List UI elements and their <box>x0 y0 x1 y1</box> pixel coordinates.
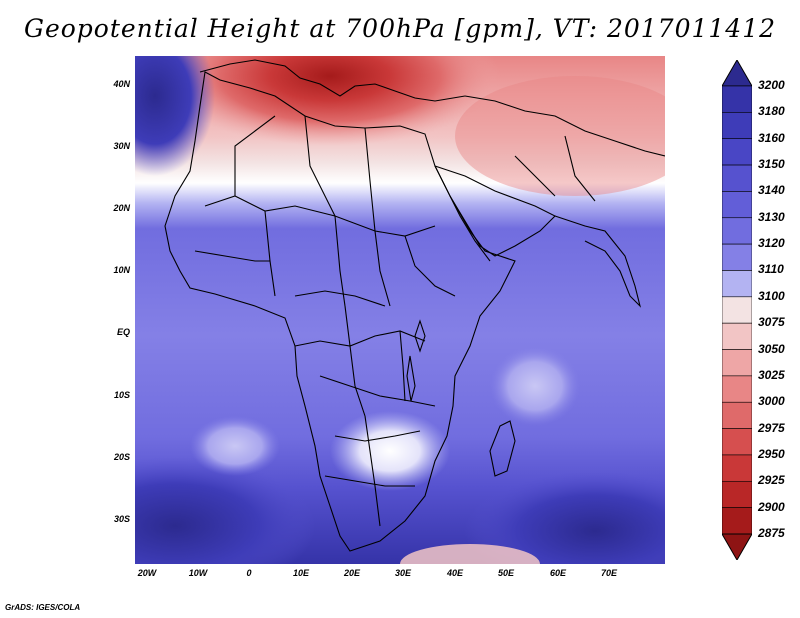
colorbar-segment <box>722 480 752 508</box>
height-low-south <box>400 544 540 564</box>
colorbar-segment <box>722 296 752 324</box>
colorbar-top-arrow <box>722 60 752 87</box>
colorbar-segment <box>722 217 752 245</box>
coastlines <box>164 59 665 552</box>
colorbar-level-label: 3140 <box>758 183 785 198</box>
height-low-middle-east <box>455 76 665 196</box>
height-pale-south-atlantic <box>190 416 280 476</box>
map-area <box>135 56 665 564</box>
colorbar-level-label: 3200 <box>758 78 785 92</box>
colorbar-level-label: 3110 <box>758 262 784 277</box>
colorbar-segment <box>722 191 752 219</box>
geopotential-field <box>135 56 665 564</box>
lon-label-20w: 20W <box>137 568 157 578</box>
colorbar-level-label: 2900 <box>758 499 785 514</box>
lon-label-40e: 40E <box>446 568 463 578</box>
colorbar-segment <box>722 322 752 350</box>
colorbar-level-label: 3050 <box>758 341 785 356</box>
colorbar-segment <box>722 375 752 403</box>
colorbar-segment <box>722 349 752 377</box>
colorbar-segment <box>722 270 752 298</box>
colorbar-segment <box>722 164 752 192</box>
lon-label-30e: 30E <box>394 568 411 578</box>
colorbar-segment <box>722 112 752 140</box>
height-low-mediterranean <box>160 56 500 146</box>
colorbar-level-label: 2925 <box>758 473 785 488</box>
credit-text: GrADS: IGES/COLA <box>5 603 81 612</box>
lon-label-50e: 50E <box>497 568 514 578</box>
lon-label-20e: 20E <box>343 568 360 578</box>
lat-label-10s: 10S <box>113 390 130 400</box>
colorbar-segment <box>722 428 752 456</box>
lon-label-10e: 10E <box>292 568 309 578</box>
map-title: Geopotential Height at 700hPa [gpm], VT:… <box>23 14 777 43</box>
colorbar-segment <box>722 85 752 113</box>
colorbar-segment <box>722 138 752 166</box>
lon-label-70e: 70E <box>600 568 617 578</box>
colorbar-bottom-arrow <box>722 533 752 560</box>
lon-label-60e: 60E <box>549 568 566 578</box>
colorbar-level-label: 3075 <box>758 315 785 330</box>
colorbar-level-label: 3120 <box>758 236 785 251</box>
height-pale-southern-africa <box>330 411 450 491</box>
lon-label-0: 0 <box>246 568 252 578</box>
height-pale-indian-ocean <box>490 346 580 426</box>
colorbar-segment <box>722 507 752 535</box>
colorbar <box>722 60 752 560</box>
lat-label-20n: 20N <box>113 203 130 213</box>
colorbar-level-label: 3180 <box>758 104 785 119</box>
colorbar-level-label: 3160 <box>758 130 785 145</box>
lat-label-20s: 20S <box>113 452 130 462</box>
colorbar-level-label: 3150 <box>758 157 785 172</box>
height-high-atlantic-south <box>135 456 315 564</box>
colorbar-segment <box>722 401 752 429</box>
colorbar-level-label: 2950 <box>758 446 785 461</box>
colorbar-level-label: 3025 <box>758 367 785 382</box>
lat-label-10n: 10N <box>113 265 130 275</box>
colorbar-level-label: 2875 <box>758 526 785 540</box>
colorbar-segment <box>722 454 752 482</box>
lat-label-30n: 30N <box>113 141 130 151</box>
colorbar-level-label: 3100 <box>758 288 785 303</box>
colorbar-level-label: 3000 <box>758 394 785 409</box>
lon-label-10w: 10W <box>188 568 208 578</box>
colorbar-segment <box>722 243 752 271</box>
colorbar-level-label: 2975 <box>758 420 785 435</box>
height-high-atlantic-north <box>135 56 215 176</box>
colorbar-level-label: 3130 <box>758 209 785 224</box>
lat-label-40n: 40N <box>113 79 130 89</box>
height-high-indian-ocean <box>465 471 665 564</box>
lat-label-eq: EQ <box>116 327 130 337</box>
lat-label-30s: 30S <box>113 514 130 524</box>
